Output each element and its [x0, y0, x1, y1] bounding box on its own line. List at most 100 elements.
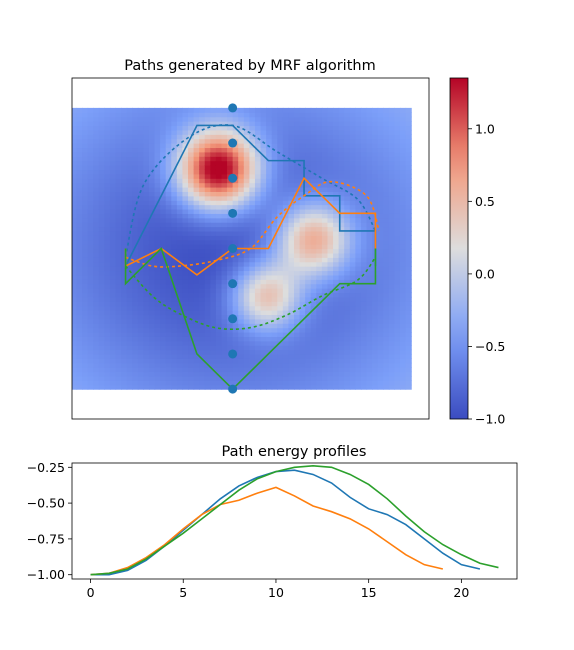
heatmap-cell	[271, 244, 278, 250]
heatmap-cell	[65, 376, 71, 381]
heatmap-cell	[243, 143, 250, 149]
heatmap-cell	[143, 257, 150, 263]
heatmap-cell	[210, 156, 217, 162]
heatmap-cell	[72, 169, 78, 175]
heatmap-cell	[215, 244, 223, 250]
heatmap-cell	[338, 208, 345, 214]
heatmap-cell	[294, 270, 301, 276]
heatmap-cell	[82, 107, 89, 113]
heatmap-cell	[176, 244, 184, 250]
heatmap-cell	[344, 112, 351, 118]
line-chart-title: Path energy profiles	[222, 444, 367, 460]
heatmap-cell	[327, 134, 334, 140]
heatmap-cell	[72, 121, 78, 127]
heatmap-cell	[316, 252, 323, 258]
heatmap-cell	[215, 222, 223, 228]
heatmap-cell	[76, 116, 83, 122]
heatmap-cell	[171, 301, 178, 307]
heatmap-cell	[321, 358, 329, 364]
heatmap-cell	[372, 186, 379, 192]
heatmap-cell	[104, 244, 111, 250]
heatmap-cell	[137, 244, 144, 250]
heatmap-cell	[65, 372, 71, 377]
heatmap-cell	[338, 138, 345, 144]
heatmap-cell	[271, 323, 278, 329]
heatmap-cell	[126, 116, 133, 122]
heatmap-cell	[266, 156, 273, 162]
heatmap-cell	[60, 205, 66, 210]
heatmap-cell	[154, 252, 161, 258]
heatmap-cell	[333, 230, 340, 236]
heatmap-cell	[148, 208, 156, 214]
heatmap-cell	[227, 301, 234, 307]
heatmap-cell	[215, 138, 223, 144]
heatmap-cell	[176, 239, 184, 245]
heatmap-cell	[377, 116, 384, 122]
heatmap-cell	[260, 156, 267, 162]
heatmap-cell	[377, 156, 384, 162]
heatmap-cell	[372, 327, 379, 333]
heatmap-cell	[266, 252, 273, 258]
heatmap-cell	[310, 230, 317, 236]
heatmap-cell	[72, 178, 78, 184]
heatmap-cell	[82, 116, 89, 122]
heatmap-cell	[394, 305, 401, 311]
heatmap-cell	[277, 314, 284, 320]
heatmap-cell	[176, 151, 184, 157]
heatmap-cell	[405, 336, 412, 342]
heatmap-cell	[327, 200, 334, 206]
heatmap-cell	[394, 270, 401, 276]
heatmap-cell	[188, 226, 195, 232]
heatmap-cell	[215, 261, 223, 267]
heatmap-cell	[210, 270, 217, 276]
heatmap-cell	[93, 204, 100, 210]
heatmap-cell	[249, 318, 256, 324]
heatmap-cell	[360, 279, 368, 285]
heatmap-cell	[204, 274, 211, 280]
heatmap-cell	[232, 147, 239, 153]
heatmap-cell	[254, 336, 262, 342]
heatmap-cell	[383, 143, 390, 149]
heatmap-cell	[72, 239, 78, 245]
heatmap-cell	[349, 292, 356, 298]
heatmap-cell	[193, 239, 200, 245]
heatmap-cell	[249, 327, 256, 333]
heatmap-cell	[310, 336, 317, 342]
heatmap-cell	[355, 169, 362, 175]
heatmap-cell	[132, 156, 139, 162]
heatmap-cell	[321, 327, 329, 333]
heatmap-cell	[104, 323, 111, 329]
y-axis-ticks: −1.00−0.75−0.50−0.25	[27, 460, 72, 582]
heatmap-cell	[98, 257, 105, 263]
heatmap-cell	[260, 169, 267, 175]
heatmap-cell	[388, 204, 396, 210]
heatmap-cell	[277, 138, 284, 144]
heatmap-cell	[65, 147, 71, 152]
heatmap-cell	[137, 331, 144, 337]
heatmap-cell	[227, 160, 234, 166]
heatmap-cell	[405, 138, 412, 144]
heatmap-cell	[333, 345, 340, 351]
heatmap-cell	[165, 230, 172, 236]
heatmap-cell	[54, 209, 60, 214]
heatmap-cell	[210, 318, 217, 324]
heatmap-cell	[366, 270, 373, 276]
heatmap-cell	[305, 147, 312, 153]
heatmap-cell	[377, 318, 384, 324]
heatmap-cell	[204, 270, 211, 276]
heatmap-cell	[115, 266, 122, 272]
heatmap-cell	[254, 301, 262, 307]
heatmap-cell	[82, 310, 89, 316]
heatmap-cell	[310, 270, 317, 276]
heatmap-cell	[176, 195, 184, 201]
heatmap-cell	[148, 204, 156, 210]
heatmap-cell	[126, 252, 133, 258]
heatmap-cell	[305, 336, 312, 342]
heatmap-cell	[188, 121, 195, 127]
heatmap-cell	[377, 323, 384, 329]
heatmap-cell	[388, 195, 396, 201]
heatmap-cell	[176, 362, 184, 368]
heatmap-cell	[288, 134, 295, 140]
heatmap-cell	[344, 151, 351, 157]
heatmap-cell	[294, 208, 301, 214]
